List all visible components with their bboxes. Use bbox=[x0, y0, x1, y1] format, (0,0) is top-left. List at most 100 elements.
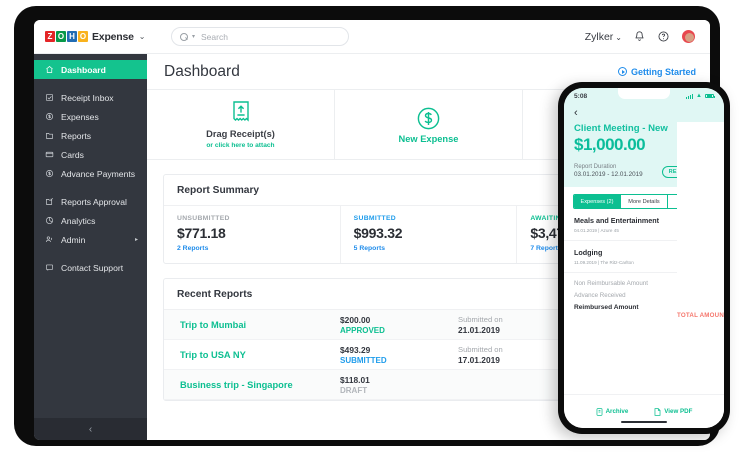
summary-count[interactable]: 5 Reports bbox=[353, 245, 386, 252]
expense-meta: 04.01.2019 | Azure 45 bbox=[574, 228, 619, 233]
drag-receipts-action[interactable]: Drag Receipt(s) or click here to attach bbox=[147, 90, 335, 159]
topbar-actions: Zylker ⌄ bbox=[585, 29, 710, 44]
summary-cell-unsubmitted[interactable]: UNSUBMITTED $771.18 2 Reports bbox=[164, 206, 341, 263]
sidebar-item-advance-payments[interactable]: Advance Payments bbox=[34, 164, 147, 183]
report-amount: $200.00 bbox=[340, 314, 371, 325]
battery-icon bbox=[705, 93, 715, 99]
getting-started-link[interactable]: Getting Started bbox=[617, 67, 696, 77]
report-summary-title: Report Summary bbox=[164, 175, 693, 206]
report-amount: $118.01 bbox=[340, 374, 370, 385]
logo-letter-o1: O bbox=[56, 31, 66, 42]
sidebar-collapse-button[interactable]: ‹ bbox=[34, 418, 147, 440]
report-date-cell: Submitted on 21.01.2019 bbox=[458, 315, 578, 335]
sidebar-item-analytics[interactable]: Analytics bbox=[34, 211, 147, 230]
report-date-label: Submitted on bbox=[458, 314, 503, 324]
report-date: 21.01.2019 bbox=[458, 324, 500, 335]
summary-label: SUBMITTED bbox=[353, 215, 397, 222]
sidebar-item-cards[interactable]: Cards bbox=[34, 145, 147, 164]
status-badge: SUBMITTED bbox=[340, 355, 387, 365]
status-time: 5:08 bbox=[574, 92, 588, 100]
phone-status-bar: 5:08 ▲ bbox=[564, 88, 724, 104]
expense-title: Lodging bbox=[574, 248, 603, 257]
home-icon bbox=[45, 65, 54, 74]
org-name-label: Zylker bbox=[584, 30, 614, 43]
summary-count[interactable]: 2 Reports bbox=[177, 245, 209, 252]
summary-cell-submitted[interactable]: SUBMITTED $993.32 5 Reports bbox=[341, 206, 518, 263]
sidebar-item-reports[interactable]: Reports bbox=[34, 126, 147, 145]
play-icon bbox=[617, 67, 627, 76]
total-label: TOTAL AMOUNT SPENT bbox=[677, 311, 724, 319]
report-amount-cell: $200.00 APPROVED bbox=[340, 315, 458, 335]
sidebar-item-contact-support[interactable]: Contact Support bbox=[34, 258, 147, 277]
phone-report-amount: $1,000.00 bbox=[574, 135, 646, 154]
search-icon bbox=[180, 32, 188, 41]
back-button[interactable]: ‹ bbox=[564, 104, 724, 121]
sidebar-item-dashboard[interactable]: Dashboard bbox=[34, 60, 147, 79]
phone-screen: 5:08 ▲ ‹ Client Meeting - New $1,000.00 bbox=[564, 88, 724, 428]
phone-totals: TOTAL AMOUNT SPENT $1,000.00 Non Reimbur… bbox=[564, 122, 724, 428]
expense-title: Meals and Entertainment bbox=[574, 216, 660, 225]
chat-icon bbox=[45, 263, 54, 272]
card-icon bbox=[45, 150, 54, 159]
report-date: 17.01.2019 bbox=[458, 354, 500, 365]
recent-reports-title: Recent Reports bbox=[164, 279, 693, 310]
sidebar-item-admin[interactable]: Admin ▸ bbox=[34, 230, 147, 249]
logo-letter-h: H bbox=[67, 31, 77, 42]
summary-count[interactable]: 7 Reports bbox=[530, 245, 562, 252]
summary-label: UNSUBMITTED bbox=[177, 215, 230, 222]
report-date-label: Submitted on bbox=[458, 344, 503, 354]
approval-icon bbox=[45, 197, 54, 206]
sidebar-item-receipt-inbox[interactable]: Receipt Inbox bbox=[34, 88, 147, 107]
tab-expenses[interactable]: Expenses (2) bbox=[574, 195, 621, 208]
expense-info: Meals and Entertainment 04.01.2019 | Azu… bbox=[574, 216, 659, 233]
sidebar-item-label: Receipt Inbox bbox=[61, 92, 114, 103]
sidebar-item-label: Admin bbox=[61, 234, 86, 245]
sidebar-item-label: Reports Approval bbox=[61, 196, 127, 207]
dollar-circle-icon bbox=[45, 169, 54, 178]
dollar-circle-icon bbox=[45, 112, 54, 121]
total-label: Reimbursed Amount bbox=[574, 304, 639, 311]
sidebar-item-label: Contact Support bbox=[61, 262, 124, 273]
archive-icon bbox=[596, 407, 602, 416]
sidebar-item-label: Analytics bbox=[61, 215, 96, 226]
search-placeholder: Search bbox=[201, 31, 228, 42]
status-indicators: ▲ bbox=[686, 93, 715, 99]
report-name[interactable]: Trip to USA NY bbox=[180, 349, 246, 360]
chevron-down-icon[interactable]: ⌄ bbox=[138, 32, 146, 41]
phone-device-frame: 5:08 ▲ ‹ Client Meeting - New $1,000.00 bbox=[558, 82, 730, 434]
summary-amount: $993.32 bbox=[353, 225, 403, 241]
search-input[interactable]: ▾ Search bbox=[171, 27, 349, 46]
org-switcher[interactable]: Zylker ⌄ bbox=[585, 31, 622, 43]
sidebar-item-reports-approval[interactable]: Reports Approval bbox=[34, 192, 147, 211]
report-name[interactable]: Business trip - Singapore bbox=[180, 379, 293, 390]
drag-receipts-label: Drag Receipt(s) bbox=[206, 128, 275, 139]
new-expense-action[interactable]: New Expense bbox=[335, 90, 523, 159]
pdf-icon bbox=[654, 407, 661, 416]
help-icon[interactable] bbox=[657, 30, 670, 43]
chevron-left-icon: ‹ bbox=[574, 107, 578, 119]
duration-value: 03.01.2019 - 12.01.2019 bbox=[574, 171, 643, 178]
chevron-left-icon: ‹ bbox=[88, 423, 93, 435]
sidebar-item-expenses[interactable]: Expenses bbox=[34, 107, 147, 126]
chevron-down-icon[interactable]: ▾ bbox=[192, 34, 196, 40]
sidebar-spacer bbox=[34, 249, 147, 258]
total-amount-spent-row: TOTAL AMOUNT SPENT $1,000.00 bbox=[677, 122, 724, 428]
brand-name: Expense bbox=[92, 30, 134, 43]
report-date-cell: Submitted on 17.01.2019 bbox=[458, 345, 578, 365]
sidebar-nav: Dashboard Receipt Inbox Expenses bbox=[34, 54, 147, 440]
sidebar-item-label: Dashboard bbox=[61, 64, 106, 75]
bell-icon[interactable] bbox=[633, 30, 646, 43]
logo-letter-o2: O bbox=[78, 31, 88, 42]
report-name[interactable]: Trip to Mumbai bbox=[180, 319, 247, 330]
total-label: Advance Received bbox=[574, 292, 626, 299]
inbox-icon bbox=[45, 93, 54, 102]
avatar[interactable] bbox=[681, 29, 696, 44]
brand-logo[interactable]: Z O H O Expense ⌄ bbox=[34, 31, 147, 43]
receipt-upload-icon bbox=[230, 101, 252, 126]
page-title: Dashboard bbox=[164, 62, 240, 80]
view-pdf-label: View PDF bbox=[664, 408, 693, 415]
archive-button[interactable]: Archive bbox=[596, 407, 628, 416]
tab-more-details[interactable]: More Details bbox=[621, 195, 668, 208]
view-pdf-button[interactable]: View PDF bbox=[654, 407, 693, 416]
sidebar-item-label: Advance Payments bbox=[61, 168, 136, 179]
